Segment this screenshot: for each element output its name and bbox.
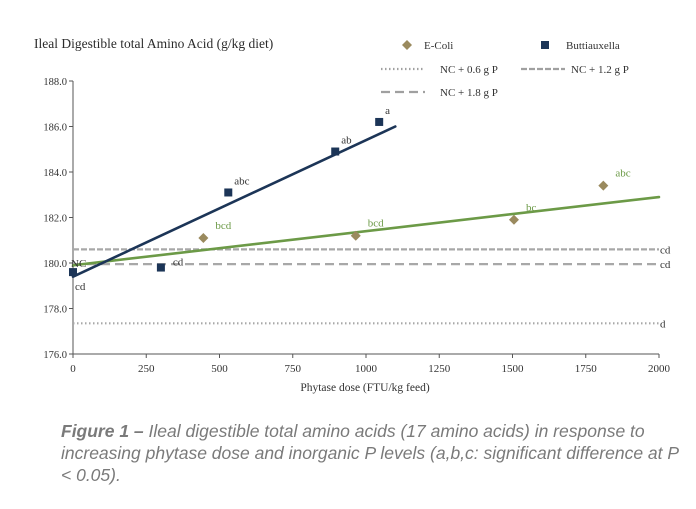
chart: Ileal Digestible total Amino Acid (g/kg …: [34, 36, 671, 394]
x-tick-label: 750: [285, 363, 302, 375]
y-tick-label: 182.0: [43, 214, 67, 225]
axes: 0 250 500 750 1000 1250 1500 1750 2000 176.0 178.0…: [43, 77, 670, 375]
y-tick-label: 188.0: [43, 77, 67, 88]
data-point-buttiauxella: [224, 188, 233, 197]
data-point-ecoli: [198, 232, 209, 243]
figure-label: Figure 1 –: [61, 421, 144, 441]
data-points: [69, 117, 609, 277]
trend-line: [71, 125, 397, 278]
reference-line-label: cd: [660, 244, 671, 256]
caption-text: Ileal digestible total amino acids (17 a…: [61, 421, 679, 485]
legend-marker-ecoli: [402, 40, 412, 50]
reference-line-label: d: [660, 318, 666, 330]
data-point-ecoli: [598, 180, 609, 191]
point-label: bcd: [368, 218, 384, 230]
y-tick-label: 186.0: [43, 123, 67, 134]
point-label: cd: [75, 281, 86, 293]
nc-annotation: NC: [71, 258, 86, 270]
legend-label-nc18: NC + 1.8 g P: [440, 87, 498, 99]
data-point-ecoli: [508, 214, 519, 225]
trend-lines: [71, 125, 661, 278]
chart-title: Ileal Digestible total Amino Acid (g/kg …: [34, 36, 273, 51]
y-tick-label: 176.0: [43, 350, 67, 361]
legend-label-ecoli: E-Coli: [424, 40, 453, 52]
legend-label-nc06: NC + 0.6 g P: [440, 64, 498, 76]
data-point-ecoli: [350, 230, 361, 241]
legend-label-buttiauxella: Buttiauxella: [566, 40, 620, 52]
x-tick-label: 1250: [428, 363, 451, 375]
x-tick-label: 1000: [355, 363, 378, 375]
point-label: a: [385, 105, 390, 117]
point-label: ab: [341, 135, 352, 147]
point-labels: bcd bcd bc abc cd cd abc ab a NC: [71, 105, 631, 293]
point-label: abc: [234, 175, 249, 187]
x-tick-label: 1750: [575, 363, 598, 375]
point-label: bc: [526, 202, 537, 214]
data-point-buttiauxella: [375, 117, 384, 126]
data-point-buttiauxella: [331, 147, 340, 156]
y-tick-label: 180.0: [43, 259, 67, 270]
data-point-buttiauxella: [69, 268, 77, 277]
y-tick-label: 184.0: [43, 168, 67, 179]
x-axis-label: Phytase dose (FTU/kg feed): [300, 382, 430, 394]
point-label: bcd: [215, 220, 231, 232]
legend-marker-buttiauxella: [541, 41, 549, 49]
x-tick-label: 1500: [502, 363, 525, 375]
data-point-buttiauxella: [156, 263, 165, 272]
y-tick-label: 178.0: [43, 305, 67, 316]
trend-line: [71, 195, 661, 267]
x-tick-label: 2000: [648, 363, 671, 375]
point-label: abc: [615, 168, 630, 180]
legend-label-nc12: NC + 1.2 g P: [571, 64, 629, 76]
reference-lines: d cd cd: [73, 244, 671, 330]
figure-caption: Figure 1 – Ileal digestible total amino …: [61, 420, 681, 486]
x-tick-label: 500: [211, 363, 228, 375]
point-label: cd: [173, 257, 184, 269]
reference-line-label: cd: [660, 259, 671, 271]
x-tick-label: 0: [70, 363, 76, 375]
x-tick-label: 250: [138, 363, 155, 375]
legend: E-Coli Buttiauxella NC + 0.6 g P NC + 1.…: [381, 40, 629, 99]
